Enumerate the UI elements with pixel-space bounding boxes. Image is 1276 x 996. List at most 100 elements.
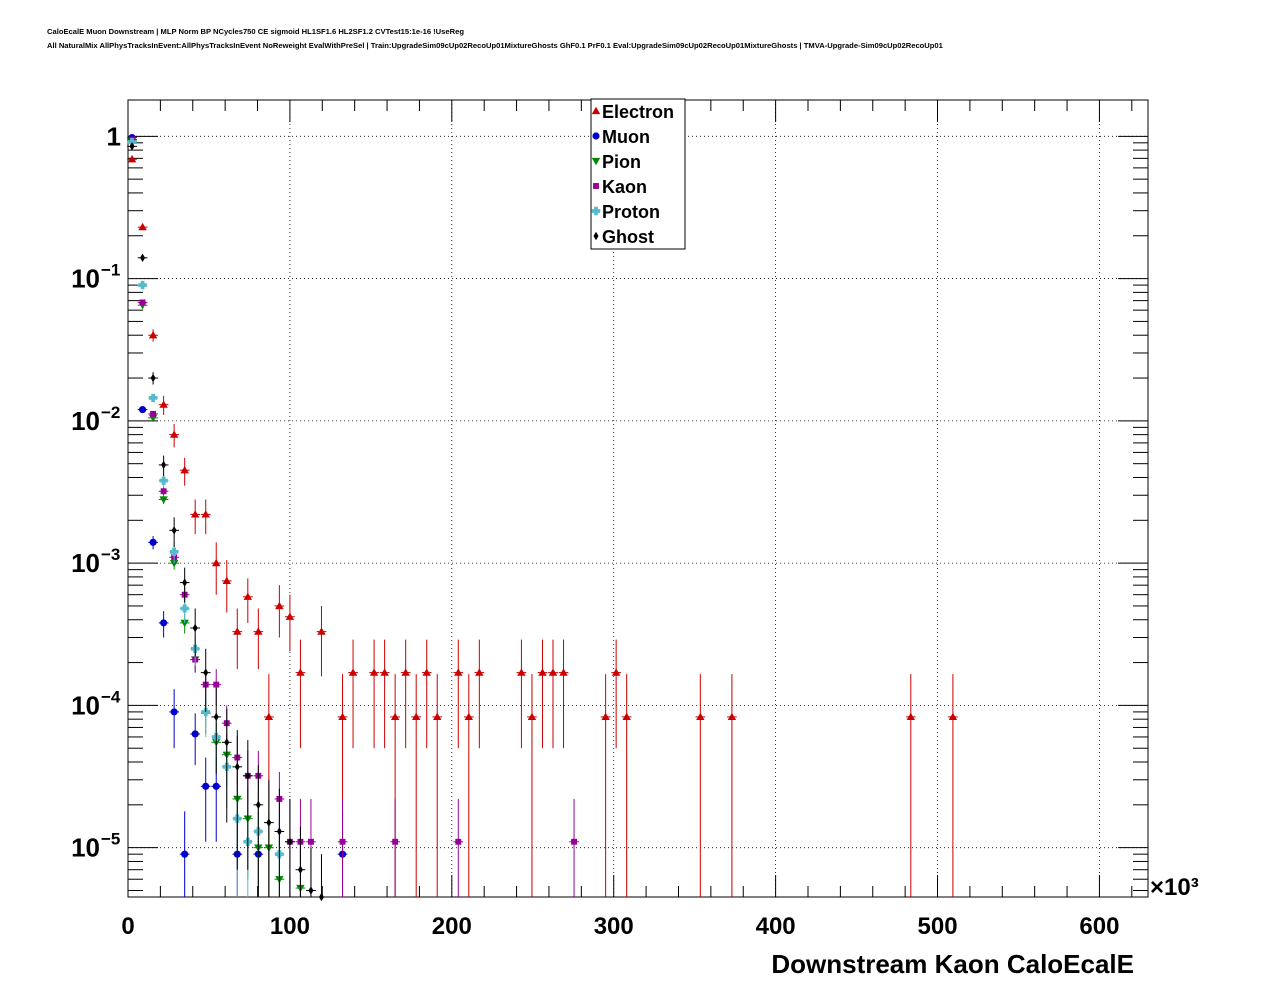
legend-box bbox=[590, 98, 686, 250]
data-point bbox=[254, 627, 263, 635]
data-point bbox=[234, 762, 240, 772]
legend-label-pion: Pion bbox=[602, 152, 641, 172]
data-point bbox=[517, 668, 526, 676]
legend-marker-kaon bbox=[593, 183, 599, 189]
data-point bbox=[149, 538, 157, 546]
data-point bbox=[348, 668, 358, 676]
data-point bbox=[222, 576, 231, 585]
data-point bbox=[180, 465, 189, 474]
x-tick-label: 0 bbox=[121, 913, 134, 940]
data-point bbox=[127, 155, 137, 163]
data-point bbox=[255, 800, 261, 810]
data-point bbox=[571, 838, 577, 845]
data-point bbox=[212, 782, 220, 790]
x-tick-label: 500 bbox=[918, 913, 958, 940]
legend-label-proton: Proton bbox=[602, 202, 660, 222]
data-point bbox=[201, 510, 210, 518]
legend-marker-electron bbox=[591, 106, 601, 115]
legend-label-electron: Electron bbox=[602, 102, 674, 122]
data-point bbox=[275, 601, 284, 610]
data-point bbox=[906, 712, 916, 721]
data-point bbox=[696, 712, 705, 721]
x-tick-label: 300 bbox=[594, 913, 634, 940]
data-point bbox=[338, 712, 347, 721]
data-point bbox=[390, 712, 400, 721]
data-point bbox=[139, 406, 147, 414]
data-point bbox=[611, 668, 621, 676]
legend-label-kaon: Kaon bbox=[602, 177, 647, 197]
data-point bbox=[339, 838, 346, 845]
data-point bbox=[411, 712, 421, 721]
data-point bbox=[140, 253, 146, 262]
data-point bbox=[190, 510, 200, 518]
data-point bbox=[169, 547, 179, 557]
y-tick-label: 10 bbox=[71, 690, 100, 720]
data-point bbox=[308, 886, 314, 895]
data-point bbox=[401, 668, 410, 676]
data-point bbox=[422, 668, 431, 676]
y-tick-label: 10 bbox=[71, 406, 100, 436]
data-point bbox=[276, 827, 282, 836]
legend-label-ghost: Ghost bbox=[602, 227, 654, 247]
data-point bbox=[150, 410, 157, 417]
data-point bbox=[727, 712, 737, 721]
series-electron bbox=[127, 155, 958, 897]
data-point bbox=[369, 668, 379, 676]
data-point bbox=[169, 559, 179, 568]
data-point bbox=[380, 668, 389, 676]
data-point bbox=[264, 712, 274, 721]
data-point bbox=[527, 712, 537, 721]
data-point bbox=[433, 712, 442, 721]
header-line-1: CaloEcalE Muon Downstream | MLP Norm BP … bbox=[47, 27, 464, 36]
x-tick-label: 200 bbox=[432, 913, 472, 940]
header-line-2: All NaturalMix AllPhysTracksInEvent:AllP… bbox=[47, 41, 943, 50]
legend-marker-pion bbox=[591, 157, 601, 166]
data-point bbox=[191, 730, 199, 738]
data-point bbox=[148, 331, 158, 339]
data-point bbox=[202, 782, 210, 790]
data-point bbox=[150, 373, 156, 383]
y-tick-label: 10 bbox=[71, 548, 100, 578]
y-tick-label: 10 bbox=[71, 833, 100, 863]
y-tick-label: 1 bbox=[107, 121, 121, 151]
legend-marker-muon bbox=[592, 132, 600, 140]
data-point bbox=[138, 222, 147, 231]
data-point bbox=[139, 299, 146, 306]
data-point bbox=[548, 668, 558, 676]
data-point bbox=[180, 619, 189, 628]
data-point bbox=[148, 393, 158, 403]
data-point bbox=[182, 578, 188, 587]
data-point bbox=[161, 460, 167, 470]
data-point bbox=[317, 627, 326, 635]
data-point bbox=[622, 712, 631, 721]
data-point bbox=[160, 619, 168, 627]
data-point bbox=[213, 681, 220, 688]
y-tick-exponent: −4 bbox=[101, 687, 121, 706]
y-tick-label: 10 bbox=[71, 264, 100, 294]
data-point bbox=[170, 708, 178, 716]
series-ghost bbox=[127, 142, 327, 902]
data-point bbox=[243, 592, 253, 600]
data-point bbox=[285, 612, 295, 620]
legend-label-muon: Muon bbox=[602, 127, 650, 147]
data-point bbox=[296, 668, 305, 676]
data-point bbox=[308, 838, 314, 845]
y-tick-exponent: −5 bbox=[101, 830, 120, 849]
data-point bbox=[454, 668, 463, 676]
data-point bbox=[160, 488, 167, 495]
data-point bbox=[464, 712, 474, 721]
data-point bbox=[159, 400, 168, 408]
data-point bbox=[159, 496, 168, 504]
data-points bbox=[127, 133, 958, 902]
y-tick-exponent: −1 bbox=[101, 261, 120, 280]
x-axis-label: Downstream Kaon CaloEcalE bbox=[771, 949, 1134, 979]
data-point bbox=[392, 838, 399, 845]
x-tick-label: 600 bbox=[1079, 913, 1119, 940]
data-point bbox=[129, 142, 135, 151]
y-tick-exponent: −3 bbox=[101, 545, 120, 564]
data-point bbox=[169, 430, 179, 438]
data-point bbox=[455, 838, 462, 845]
data-point bbox=[266, 818, 272, 827]
data-point bbox=[159, 476, 168, 485]
